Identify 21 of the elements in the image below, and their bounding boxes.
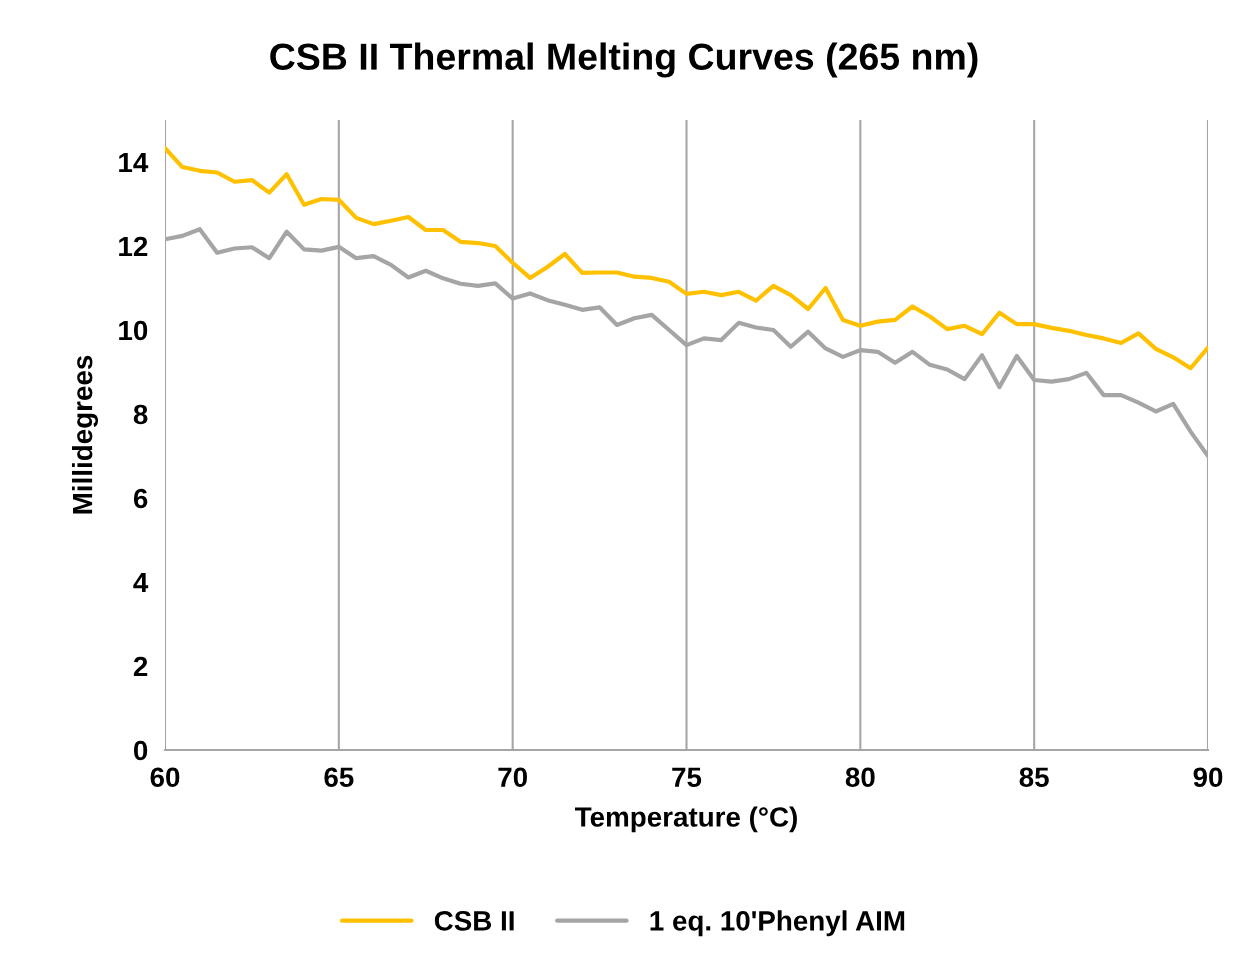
x-axis-title: Temperature (°C) xyxy=(575,806,797,833)
y-tick-label: 14 xyxy=(119,152,149,173)
x-tick-label: 80 xyxy=(845,767,875,788)
x-tick-label: 90 xyxy=(1193,767,1223,788)
x-tick-label: 70 xyxy=(498,767,527,788)
y-axis-title: Millidegrees xyxy=(71,355,98,514)
x-tick-label: 60 xyxy=(150,767,180,788)
y-tick-label: 6 xyxy=(133,488,148,509)
x-tick-label: 65 xyxy=(324,767,354,788)
chart-title: CSB II Thermal Melting Curves (265 nm) xyxy=(270,42,978,78)
y-tick-label: 4 xyxy=(133,572,149,593)
line-series xyxy=(165,146,1208,371)
y-tick-label: 8 xyxy=(133,404,148,425)
y-tick-label: 10 xyxy=(119,320,148,341)
x-tick-label: 85 xyxy=(1019,767,1049,788)
legend-label: 1 eq. 10'Phenyl AIM xyxy=(650,910,905,937)
y-tick-label: 12 xyxy=(119,236,148,257)
legend-label: CSB II xyxy=(434,911,514,931)
x-tick-label: 75 xyxy=(672,767,702,788)
y-tick-label: 0 xyxy=(133,740,148,761)
y-tick-label: 2 xyxy=(133,656,148,677)
